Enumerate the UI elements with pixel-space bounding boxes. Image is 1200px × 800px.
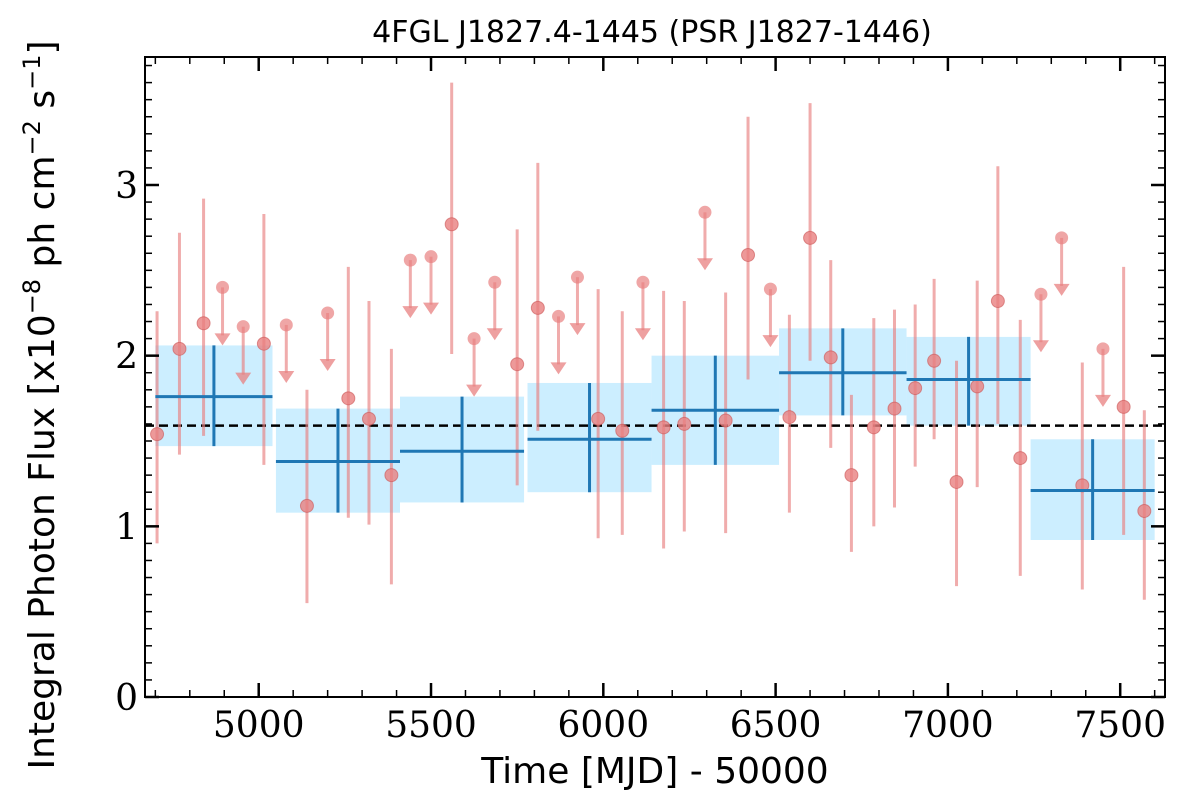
- upper-limit-point: [321, 306, 335, 320]
- short-bin-point: [256, 336, 271, 351]
- upper-limit-arrow-head: [1032, 340, 1049, 353]
- x-axis-label: Time [MJD] - 50000: [480, 751, 828, 792]
- x-tick-label: 5000: [213, 705, 305, 746]
- upper-limit-arrow-head: [569, 323, 586, 336]
- short-bin-point: [782, 410, 797, 425]
- upper-limit-arrow-head: [319, 359, 336, 371]
- short-bin-point: [741, 247, 756, 262]
- upper-limit-arrow-head: [466, 384, 483, 397]
- plot-area: [145, 82, 1165, 604]
- short-bin-point: [361, 411, 376, 426]
- x-tick-label: 6000: [557, 705, 649, 746]
- short-bin-point: [866, 420, 881, 435]
- short-bin-point: [1013, 451, 1028, 466]
- short-bin-point: [150, 427, 165, 442]
- upper-limit-point: [636, 275, 650, 289]
- short-bin-point: [677, 416, 692, 431]
- short-bin-point: [803, 230, 818, 245]
- short-bin-point: [656, 420, 671, 435]
- x-tick-label: 6500: [730, 705, 822, 746]
- short-bin-point: [990, 294, 1005, 309]
- y-axis-label-exponent-2: −2: [18, 120, 46, 155]
- short-bin-point: [1116, 399, 1131, 414]
- y-axis-label-end: ]: [22, 40, 63, 54]
- short-bin-point: [341, 391, 356, 406]
- upper-limit-point: [279, 318, 293, 332]
- upper-limit-arrow-head: [762, 335, 779, 348]
- y-axis-label-exponent-3: −1: [18, 55, 46, 90]
- upper-limit-point: [698, 205, 712, 219]
- upper-limit-arrow-head: [214, 333, 231, 346]
- short-bin-point: [1137, 503, 1152, 518]
- upper-limit-point: [552, 309, 566, 323]
- short-bin-point: [591, 411, 606, 426]
- short-bin-point: [970, 379, 985, 394]
- short-bin-point: [718, 413, 733, 428]
- upper-limit-arrow-head: [423, 302, 440, 315]
- upper-limit-arrow-head: [634, 328, 651, 341]
- short-bin-point: [949, 474, 964, 489]
- upper-limit-arrow-head: [550, 362, 567, 375]
- short-bin-point: [927, 353, 942, 368]
- y-axis-label-exponent-1: −8: [18, 279, 46, 314]
- y-axis-label-s: s: [22, 90, 63, 120]
- short-bin-point: [299, 498, 314, 513]
- upper-limit-point: [1034, 287, 1048, 301]
- short-bin-point: [444, 217, 459, 232]
- y-tick-label: 1: [115, 507, 138, 548]
- short-bin-point: [823, 350, 838, 365]
- upper-limit-point: [488, 275, 502, 289]
- short-bin-point: [844, 468, 859, 483]
- short-bin-point: [887, 401, 902, 416]
- upper-limit-arrow-head: [402, 306, 419, 319]
- axis-ticks: 5000 5500 6000 6500 7000 7500 0 1 2 3: [115, 57, 1166, 746]
- upper-limit-point: [424, 250, 438, 264]
- y-tick-label: 3: [115, 166, 138, 207]
- y-axis-label-main: Integral Photon Flux [x10: [22, 314, 63, 769]
- short-bin-point: [615, 423, 630, 438]
- upper-limit-point: [216, 280, 230, 294]
- upper-limit-arrow-head: [235, 372, 252, 385]
- upper-limit-point: [570, 270, 584, 284]
- upper-limit-point: [1096, 342, 1110, 356]
- chart-title: 4FGL J1827.4-1445 (PSR J1827-1446): [372, 15, 932, 50]
- short-bin-point: [172, 341, 187, 356]
- upper-limit-point: [467, 332, 481, 346]
- upper-limit-point: [763, 282, 777, 296]
- upper-limit-arrow-head: [486, 328, 503, 341]
- upper-limit-point: [403, 253, 417, 267]
- upper-limit-arrow-head: [1053, 283, 1070, 296]
- upper-limit-arrow-head: [278, 370, 295, 383]
- x-tick-label: 5500: [385, 705, 477, 746]
- short-bin-point: [530, 300, 545, 315]
- short-bin-point: [908, 381, 923, 396]
- y-axis-label-mid: ph cm: [22, 155, 63, 278]
- y-tick-label: 2: [115, 337, 138, 378]
- y-tick-label: 0: [115, 678, 138, 719]
- upper-limit-point: [1055, 231, 1069, 245]
- x-tick-label: 7500: [1074, 705, 1166, 746]
- y-axis-label: Integral Photon Flux [x10−8 ph cm−2 s−1]: [18, 40, 63, 769]
- short-bin-point: [510, 357, 525, 372]
- short-bin-point: [384, 468, 399, 483]
- upper-limit-arrow-head: [1094, 394, 1111, 407]
- plot-frame: [144, 56, 1166, 698]
- short-bin-point: [196, 316, 211, 331]
- upper-limit-arrow-head: [696, 258, 713, 271]
- upper-limit-point: [236, 320, 250, 334]
- x-tick-label: 7000: [902, 705, 994, 746]
